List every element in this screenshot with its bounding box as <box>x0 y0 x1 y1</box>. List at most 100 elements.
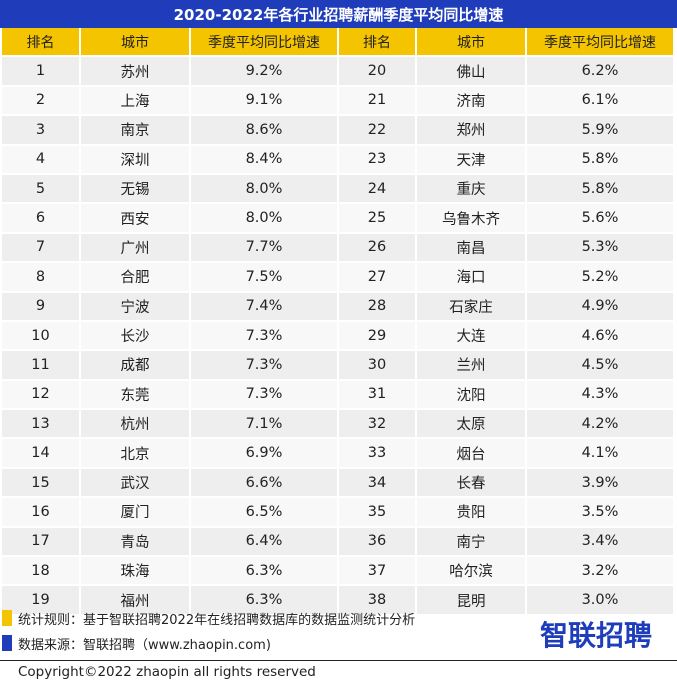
growth-cell: 6.3% <box>190 585 339 616</box>
city-cell: 太原 <box>416 409 527 440</box>
table-row: 7 广州 7.7% 26 南昌 5.3% <box>2 232 675 264</box>
city-cell: 大连 <box>416 320 527 352</box>
city-cell: 成都 <box>80 350 191 381</box>
rank-cell: 26 <box>338 232 417 264</box>
city-cell: 沈阳 <box>416 379 527 411</box>
table-row: 3 南京 8.6% 22 郑州 5.9% <box>2 115 675 146</box>
growth-cell: 9.1% <box>190 85 339 117</box>
growth-cell: 6.2% <box>526 56 675 87</box>
city-cell: 海口 <box>416 262 527 293</box>
method-note: 统计规则：基于智联招聘2022年在线招聘数据库的数据监测统计分析 <box>2 610 416 628</box>
table-row: 1 苏州 9.2% 20 佛山 6.2% <box>2 56 675 87</box>
rank-cell: 1 <box>2 56 81 87</box>
rank-cell: 27 <box>338 262 417 293</box>
growth-cell: 7.3% <box>190 320 339 352</box>
city-cell: 西安 <box>80 203 191 234</box>
rank-cell: 24 <box>338 173 417 205</box>
city-cell: 广州 <box>80 232 191 264</box>
growth-cell: 7.7% <box>190 232 339 264</box>
rank-cell: 23 <box>338 144 417 175</box>
table-row: 8 合肥 7.5% 27 海口 5.2% <box>2 262 675 293</box>
header-growth-2: 季度平均同比增速 <box>526 28 675 58</box>
growth-cell: 4.6% <box>526 320 675 352</box>
rank-cell: 3 <box>2 115 81 146</box>
rank-cell: 8 <box>2 262 81 293</box>
yellow-marker-icon <box>2 610 12 626</box>
rank-cell: 35 <box>338 497 417 528</box>
city-cell: 长沙 <box>80 320 191 352</box>
growth-cell: 3.4% <box>526 526 675 558</box>
city-cell: 乌鲁木齐 <box>416 203 527 234</box>
rank-cell: 11 <box>2 350 81 381</box>
growth-cell: 7.5% <box>190 262 339 293</box>
rank-cell: 22 <box>338 115 417 146</box>
growth-cell: 4.2% <box>526 409 675 440</box>
table-row: 17 青岛 6.4% 36 南宁 3.4% <box>2 526 675 558</box>
city-cell: 南昌 <box>416 232 527 264</box>
growth-cell: 7.1% <box>190 409 339 440</box>
growth-cell: 8.6% <box>190 115 339 146</box>
city-cell: 南宁 <box>416 526 527 558</box>
city-cell: 无锡 <box>80 173 191 205</box>
rank-cell: 38 <box>338 585 417 616</box>
table-row: 2 上海 9.1% 21 济南 6.1% <box>2 85 675 117</box>
city-cell: 哈尔滨 <box>416 556 527 587</box>
copyright-text: Copyright©2022 zhaopin all rights reserv… <box>18 664 316 680</box>
rank-cell: 31 <box>338 379 417 411</box>
header-city-1: 城市 <box>80 28 191 58</box>
growth-cell: 6.1% <box>526 85 675 117</box>
rank-cell: 20 <box>338 56 417 87</box>
city-cell: 烟台 <box>416 438 527 469</box>
growth-cell: 6.9% <box>190 438 339 469</box>
rank-cell: 32 <box>338 409 417 440</box>
city-cell: 青岛 <box>80 526 191 558</box>
city-cell: 杭州 <box>80 409 191 440</box>
method-note-text: 统计规则：基于智联招聘2022年在线招聘数据库的数据监测统计分析 <box>18 612 416 628</box>
rank-cell: 21 <box>338 85 417 117</box>
growth-cell: 4.5% <box>526 350 675 381</box>
growth-cell: 7.4% <box>190 291 339 322</box>
growth-cell: 3.5% <box>526 497 675 528</box>
rank-cell: 25 <box>338 203 417 234</box>
city-cell: 武汉 <box>80 467 191 499</box>
city-cell: 东莞 <box>80 379 191 411</box>
growth-cell: 6.6% <box>190 467 339 499</box>
table-row: 6 西安 8.0% 25 乌鲁木齐 5.6% <box>2 203 675 234</box>
table-header-row: 排名 城市 季度平均同比增速 排名 城市 季度平均同比增速 <box>2 28 675 58</box>
table-row: 11 成都 7.3% 30 兰州 4.5% <box>2 350 675 381</box>
rank-cell: 15 <box>2 467 81 499</box>
growth-cell: 4.9% <box>526 291 675 322</box>
rank-cell: 10 <box>2 320 81 352</box>
city-cell: 福州 <box>80 585 191 616</box>
rank-cell: 18 <box>2 556 81 587</box>
rank-cell: 17 <box>2 526 81 558</box>
rank-cell: 6 <box>2 203 81 234</box>
growth-cell: 5.8% <box>526 173 675 205</box>
rank-cell: 30 <box>338 350 417 381</box>
city-cell: 长春 <box>416 467 527 499</box>
rank-cell: 37 <box>338 556 417 587</box>
growth-cell: 4.3% <box>526 379 675 411</box>
growth-cell: 4.1% <box>526 438 675 469</box>
table-row: 19 福州 6.3% 38 昆明 3.0% <box>2 585 675 616</box>
growth-cell: 3.0% <box>526 585 675 616</box>
rank-cell: 13 <box>2 409 81 440</box>
growth-cell: 5.2% <box>526 262 675 293</box>
header-rank-2: 排名 <box>338 28 417 58</box>
header-growth-1: 季度平均同比增速 <box>190 28 339 58</box>
rank-cell: 28 <box>338 291 417 322</box>
growth-cell: 7.3% <box>190 379 339 411</box>
growth-cell: 6.3% <box>190 556 339 587</box>
rank-cell: 5 <box>2 173 81 205</box>
city-cell: 南京 <box>80 115 191 146</box>
growth-cell: 5.9% <box>526 115 675 146</box>
city-cell: 昆明 <box>416 585 527 616</box>
table-title: 2020-2022年各行业招聘薪酬季度平均同比增速 <box>0 0 677 28</box>
city-cell: 苏州 <box>80 56 191 87</box>
rank-cell: 16 <box>2 497 81 528</box>
rank-cell: 29 <box>338 320 417 352</box>
rank-cell: 2 <box>2 85 81 117</box>
rank-cell: 33 <box>338 438 417 469</box>
ranking-table: 排名 城市 季度平均同比增速 排名 城市 季度平均同比增速 1 苏州 9.2% 20 佛… <box>2 28 675 616</box>
table-row: 14 北京 6.9% 33 烟台 4.1% <box>2 438 675 469</box>
